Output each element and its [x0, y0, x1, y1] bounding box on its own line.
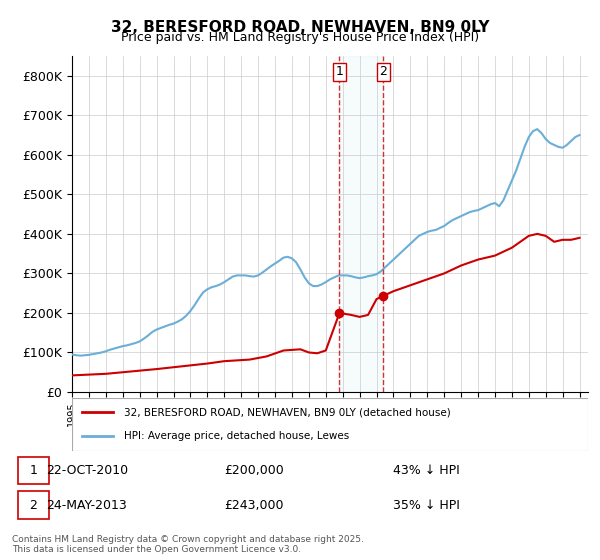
- Text: 22-OCT-2010: 22-OCT-2010: [46, 464, 128, 477]
- Text: 2: 2: [379, 66, 387, 78]
- Text: 1: 1: [335, 66, 343, 78]
- Text: 32, BERESFORD ROAD, NEWHAVEN, BN9 0LY (detached house): 32, BERESFORD ROAD, NEWHAVEN, BN9 0LY (d…: [124, 408, 451, 418]
- Text: 43% ↓ HPI: 43% ↓ HPI: [394, 464, 460, 477]
- Text: HPI: Average price, detached house, Lewes: HPI: Average price, detached house, Lewe…: [124, 431, 349, 441]
- FancyBboxPatch shape: [72, 398, 588, 451]
- Text: 24-MAY-2013: 24-MAY-2013: [47, 498, 127, 511]
- Text: 32, BERESFORD ROAD, NEWHAVEN, BN9 0LY: 32, BERESFORD ROAD, NEWHAVEN, BN9 0LY: [111, 20, 489, 35]
- FancyBboxPatch shape: [18, 492, 49, 519]
- Text: £200,000: £200,000: [224, 464, 284, 477]
- FancyBboxPatch shape: [18, 456, 49, 484]
- Text: £243,000: £243,000: [224, 498, 284, 511]
- Text: 35% ↓ HPI: 35% ↓ HPI: [393, 498, 460, 511]
- Text: Price paid vs. HM Land Registry's House Price Index (HPI): Price paid vs. HM Land Registry's House …: [121, 31, 479, 44]
- Text: Contains HM Land Registry data © Crown copyright and database right 2025.
This d: Contains HM Land Registry data © Crown c…: [12, 535, 364, 554]
- Text: 1: 1: [29, 464, 37, 477]
- Text: 2: 2: [29, 498, 37, 511]
- Bar: [340, 56, 383, 392]
